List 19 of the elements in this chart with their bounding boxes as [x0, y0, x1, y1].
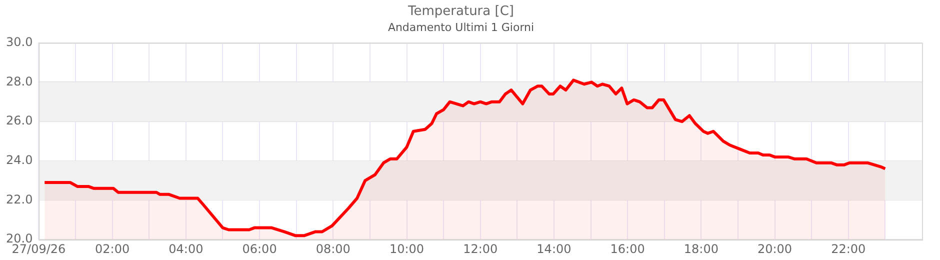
chart-title: Temperatura [C]	[407, 4, 514, 20]
y-tick-label: 28.0	[6, 74, 33, 88]
x-tick-label: 20:00	[757, 242, 792, 256]
x-tick-label: 10:00	[389, 242, 424, 256]
x-tick-label: 22:00	[831, 242, 866, 256]
y-tick-label: 30.0	[6, 34, 33, 49]
x-tick-label: 04:00	[168, 242, 204, 256]
x-tick-label: 02:00	[95, 242, 130, 256]
x-tick-label: 12:00	[463, 242, 498, 256]
chart-subtitle: Andamento Ultimi 1 Giorni	[388, 21, 534, 34]
x-tick-label: 18:00	[684, 242, 718, 256]
y-tick-label: 24.0	[6, 153, 33, 168]
x-tick-label: 27/09/26	[12, 242, 66, 256]
x-tick-label: 14:00	[536, 242, 572, 256]
x-tick-label: 16:00	[610, 242, 645, 256]
x-tick-label: 08:00	[316, 242, 350, 256]
y-tick-label: 22.0	[6, 192, 33, 206]
y-tick-label: 26.0	[6, 114, 33, 128]
x-tick-label: 06:00	[242, 242, 277, 256]
